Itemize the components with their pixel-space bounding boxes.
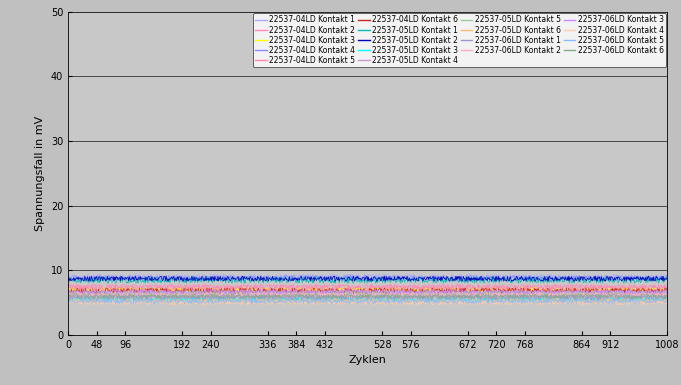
Y-axis label: Spannungsfall in mV: Spannungsfall in mV [35, 116, 46, 231]
Legend: 22537-04LD Kontakt 1, 22537-04LD Kontakt 2, 22537-04LD Kontakt 3, 22537-04LD Kon: 22537-04LD Kontakt 1, 22537-04LD Kontakt… [253, 13, 666, 67]
X-axis label: Zyklen: Zyklen [349, 355, 387, 365]
